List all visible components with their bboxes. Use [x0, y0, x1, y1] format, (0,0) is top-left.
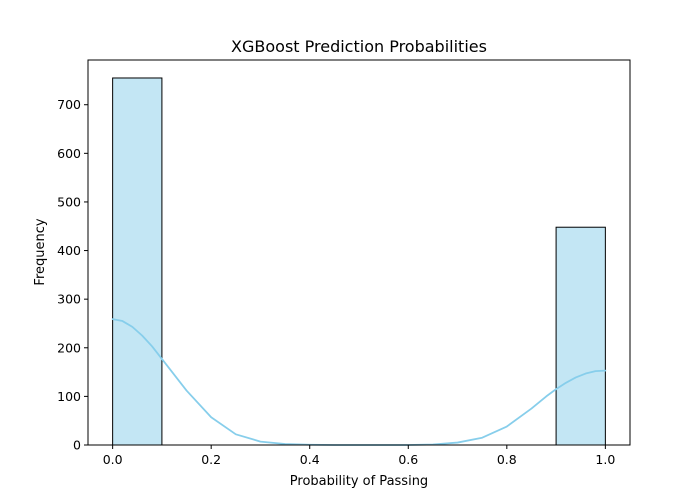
x-tick-label: 0.0: [103, 452, 123, 467]
chart-title: XGBoost Prediction Probabilities: [231, 37, 487, 56]
y-tick-label: 0: [73, 438, 81, 453]
x-tick-label: 0.2: [201, 452, 221, 467]
histogram-bar-1: [555, 226, 606, 446]
x-tick-label: 0.8: [497, 452, 517, 467]
y-tick-label: 200: [57, 340, 81, 355]
x-axis-label: Probability of Passing: [290, 474, 428, 489]
y-axis-label: Frequency: [33, 218, 48, 285]
y-tick-label: 100: [57, 389, 81, 404]
x-tick-label: 0.6: [398, 452, 418, 467]
plot-area-frame: [87, 59, 631, 446]
y-tick-label: 400: [57, 243, 81, 258]
y-tick-label: 500: [57, 194, 81, 209]
histogram-bar-0: [112, 77, 163, 446]
x-tick-label: 1.0: [595, 452, 615, 467]
y-tick-label: 300: [57, 292, 81, 307]
x-tick-label: 0.4: [300, 452, 320, 467]
kde-curve: [111, 318, 607, 446]
y-tick-label: 600: [57, 146, 81, 161]
y-tick-label: 700: [57, 97, 81, 112]
